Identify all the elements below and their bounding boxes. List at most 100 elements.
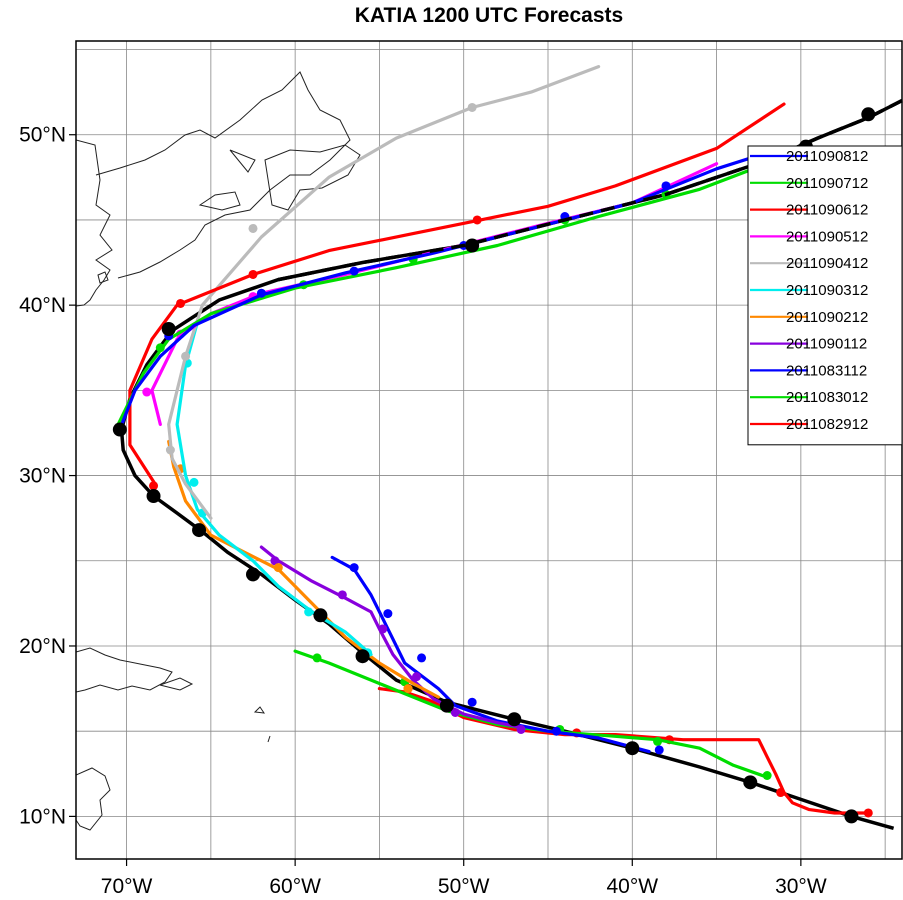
x-tick-label: 40°W bbox=[606, 875, 658, 898]
y-tick-label: 30°N bbox=[19, 465, 66, 488]
forecast-marker bbox=[467, 697, 477, 707]
observed-marker bbox=[861, 107, 876, 122]
observed-track-extension bbox=[277, 99, 903, 282]
legend-label: 2011082912 bbox=[786, 416, 868, 433]
legend-label: 2011083112 bbox=[786, 362, 867, 379]
forecast-line-2 bbox=[128, 102, 786, 486]
forecast-line-8 bbox=[330, 555, 651, 754]
forecast-series-2011083112 bbox=[330, 555, 664, 755]
forecast-marker bbox=[270, 556, 280, 566]
forecast-marker bbox=[248, 223, 258, 233]
forecast-marker bbox=[304, 607, 314, 617]
y-tick-label: 10°N bbox=[19, 805, 66, 828]
forecast-line-0 bbox=[118, 148, 778, 432]
labrador-coast bbox=[229, 149, 256, 173]
forecast-marker bbox=[776, 788, 786, 798]
y-tick-label: 20°N bbox=[19, 635, 66, 658]
forecast-marker bbox=[273, 563, 283, 573]
forecast-marker bbox=[661, 181, 671, 191]
legend-label: 2011090712 bbox=[786, 175, 868, 192]
forecast-marker bbox=[450, 707, 460, 717]
forecast-marker bbox=[653, 736, 663, 746]
legend-label: 2011090312 bbox=[786, 282, 868, 299]
forecast-marker bbox=[181, 351, 191, 361]
island-small-1 bbox=[253, 706, 266, 714]
observed-marker bbox=[161, 322, 176, 337]
plot-frame bbox=[75, 40, 903, 860]
caribbean-coast bbox=[76, 767, 111, 831]
y-tick-label: 40°N bbox=[19, 294, 66, 317]
legend: 2011090812 2011090712 2011090612 2011090512… bbox=[747, 145, 903, 446]
legend-label: 2011090812 bbox=[786, 148, 868, 165]
forecast-marker bbox=[142, 387, 152, 397]
forecast-marker bbox=[349, 563, 359, 573]
forecast-marker bbox=[256, 288, 266, 298]
forecast-marker bbox=[349, 266, 359, 276]
forecast-marker bbox=[403, 684, 413, 694]
forecast-marker bbox=[762, 770, 772, 780]
newfoundland-coast bbox=[264, 144, 361, 211]
island-small-2 bbox=[267, 735, 271, 743]
forecast-marker bbox=[472, 215, 482, 225]
x-tick-label: 70°W bbox=[101, 875, 153, 898]
chart-title: KATIA 1200 UTC Forecasts bbox=[355, 4, 623, 27]
observed-marker bbox=[112, 422, 127, 437]
forecast-series-2011090412 bbox=[165, 65, 601, 520]
forecast-marker bbox=[312, 653, 322, 663]
legend-box bbox=[747, 145, 903, 446]
forecast-marker bbox=[412, 672, 422, 682]
forecast-marker bbox=[189, 477, 199, 487]
y-tick-label: 50°N bbox=[19, 124, 66, 147]
legend-label: 2011090112 bbox=[786, 336, 867, 353]
coastline bbox=[76, 71, 361, 831]
x-tick-label: 50°W bbox=[438, 875, 490, 898]
x-tick-label: 60°W bbox=[269, 875, 321, 898]
legend-label: 2011083012 bbox=[786, 389, 868, 406]
legend-label: 2011090512 bbox=[786, 228, 868, 245]
forecast-series-2011090612 bbox=[128, 102, 786, 491]
forecast-marker bbox=[378, 624, 388, 634]
observed-marker bbox=[465, 238, 480, 253]
maritimes-coast bbox=[95, 71, 351, 279]
nova-scotia-coast bbox=[198, 191, 241, 211]
island-small-3 bbox=[97, 271, 109, 284]
forecast-marker bbox=[337, 590, 347, 600]
forecast-line-7 bbox=[259, 545, 525, 730]
forecast-marker bbox=[176, 298, 186, 308]
puerto-rico-coast bbox=[158, 677, 194, 691]
observed-marker bbox=[146, 489, 161, 504]
forecast-marker bbox=[516, 724, 526, 734]
forecast-tracks bbox=[112, 65, 903, 830]
legend-label: 2011090612 bbox=[786, 202, 868, 219]
observed-marker bbox=[507, 712, 522, 727]
y-axis: 10°N 20°N 30°N 40°N 50°N bbox=[19, 124, 76, 828]
observed-marker bbox=[743, 775, 758, 790]
forecast-marker bbox=[383, 609, 393, 619]
observed-marker bbox=[625, 741, 640, 756]
north-america-coast bbox=[76, 139, 113, 307]
forecast-marker bbox=[551, 726, 561, 736]
forecast-marker bbox=[863, 808, 873, 818]
observed-marker bbox=[192, 523, 207, 538]
forecast-marker bbox=[417, 653, 427, 663]
observed-marker bbox=[313, 608, 328, 623]
forecast-marker bbox=[654, 745, 664, 755]
forecast-marker bbox=[165, 445, 175, 455]
observed-marker bbox=[439, 698, 454, 713]
hispaniola-coast bbox=[76, 647, 173, 693]
forecast-marker bbox=[248, 269, 258, 279]
forecast-marker bbox=[155, 343, 165, 353]
legend-label: 2011090412 bbox=[786, 255, 868, 272]
forecast-marker bbox=[467, 102, 477, 112]
observed-marker bbox=[844, 809, 859, 824]
forecast-marker bbox=[149, 481, 159, 491]
observed-marker bbox=[355, 649, 370, 664]
x-tick-label: 30°W bbox=[775, 875, 827, 898]
forecast-line-1 bbox=[116, 158, 778, 426]
legend-label: 2011090212 bbox=[786, 309, 868, 326]
forecast-series-2011090112 bbox=[259, 545, 526, 734]
observed-marker bbox=[246, 567, 260, 582]
x-axis: 70°W 60°W 50°W 40°W 30°W bbox=[101, 859, 827, 898]
